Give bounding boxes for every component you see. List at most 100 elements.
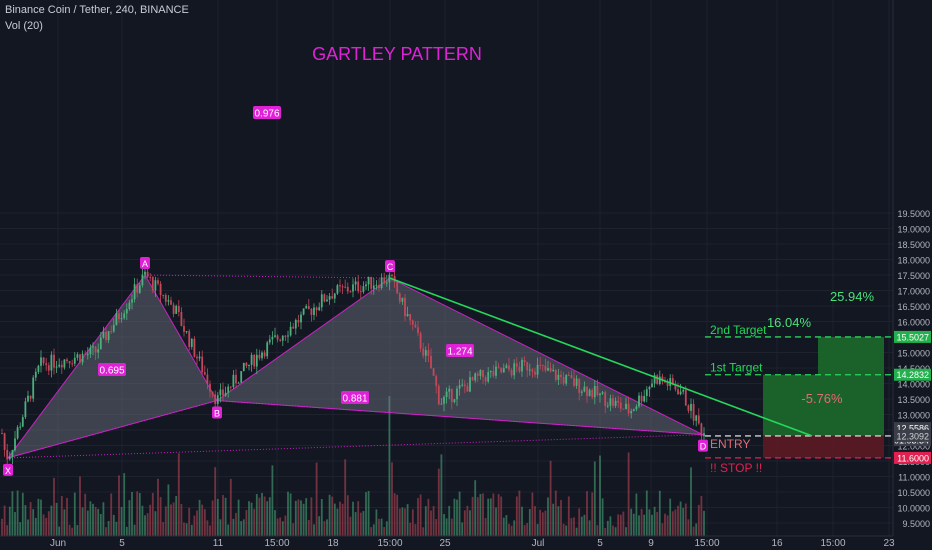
volume-bar — [110, 493, 113, 536]
volume-bar — [489, 498, 492, 536]
grid — [0, 0, 893, 536]
candle-body — [367, 276, 370, 285]
candle-body — [112, 324, 115, 332]
volume-bar — [310, 497, 313, 536]
volume-bar — [375, 509, 378, 536]
candle-body — [45, 363, 48, 366]
candle-body — [599, 393, 601, 396]
candle-body — [518, 366, 521, 372]
volume-bar — [495, 507, 497, 536]
candle-body — [354, 281, 357, 285]
ratio-badge — [253, 106, 281, 119]
candle-body — [81, 353, 84, 363]
candle-body — [318, 307, 321, 311]
volume-bar — [253, 508, 256, 536]
candle-body — [370, 276, 373, 289]
candle-body — [229, 386, 232, 388]
candle-body — [27, 395, 29, 402]
candle-body — [11, 450, 14, 457]
volume-bar — [216, 498, 219, 536]
candle-body — [552, 369, 555, 372]
candle-body — [198, 356, 201, 359]
candle-body — [575, 378, 578, 386]
volume-bar — [341, 503, 344, 536]
candle-body — [50, 354, 53, 371]
volume-bar — [383, 526, 386, 536]
candle-body — [346, 286, 349, 292]
candle-body — [638, 395, 640, 407]
candle-body — [32, 377, 35, 399]
volume-bar — [84, 493, 87, 536]
volume-bar — [76, 525, 79, 536]
candle-body — [60, 364, 63, 368]
volume-bar — [557, 506, 560, 536]
price-tag-1st-target: 14.2832 — [896, 370, 929, 380]
volume-bar — [21, 492, 24, 536]
candle-body — [651, 383, 653, 388]
volume-bar — [313, 524, 315, 536]
volume-bar — [89, 501, 92, 536]
point-label-x: X — [5, 466, 11, 476]
candle-body — [404, 297, 406, 317]
volume-bar — [362, 511, 365, 536]
candle-body — [237, 382, 240, 384]
volume-bar — [385, 521, 388, 536]
volume-bar — [227, 524, 230, 536]
volume-bar — [66, 497, 68, 536]
price-tag-stop-bg — [894, 451, 931, 464]
volume-bar — [339, 501, 341, 536]
volume-bar — [534, 506, 536, 536]
candle-body — [242, 362, 245, 372]
volume-bar — [159, 497, 162, 536]
x-tick-label: Jun — [50, 538, 66, 549]
candle-body — [554, 369, 557, 380]
y-tick-label: 13.5000 — [897, 395, 930, 405]
candle-body — [541, 364, 544, 366]
x-tick-label: 15:00 — [694, 538, 719, 549]
volume-bar — [201, 504, 204, 536]
candle-body — [474, 373, 477, 381]
candle-body — [411, 320, 414, 325]
candle-body — [21, 417, 24, 427]
x-tick-label: 5 — [119, 538, 125, 549]
candle-body — [578, 378, 581, 393]
candle-body — [294, 319, 297, 329]
volume-bar — [177, 453, 180, 536]
candle-body — [476, 373, 479, 376]
volume-bar — [16, 490, 19, 536]
candle-body — [414, 324, 417, 328]
candle-body — [40, 357, 42, 366]
candle-body — [193, 338, 196, 357]
volume-bar — [570, 518, 573, 536]
candle-body — [502, 368, 505, 373]
volume-bar — [482, 493, 484, 536]
volume-bar — [172, 502, 175, 536]
candle-body — [16, 427, 19, 439]
candle-body — [391, 274, 393, 276]
volume-bar — [125, 526, 128, 536]
candle-body — [622, 408, 625, 410]
candle-body — [440, 403, 443, 405]
y-tick-label: 9.5000 — [902, 519, 930, 529]
candle-body — [372, 285, 375, 289]
candle-body — [627, 403, 630, 414]
volume-bar — [640, 508, 643, 536]
volume-bar — [263, 496, 266, 536]
point-label-a: A — [142, 259, 148, 269]
candle-body — [102, 331, 105, 338]
volume-bar — [669, 498, 672, 536]
volume-bar — [591, 492, 594, 536]
volume-bar — [138, 493, 141, 536]
volume-bar — [476, 497, 479, 536]
candle-body — [658, 376, 661, 384]
candle-body — [682, 389, 685, 392]
candle-body — [175, 305, 178, 314]
candle-body — [614, 400, 617, 406]
connector-bd — [216, 400, 704, 436]
candle-body — [297, 319, 300, 323]
candle-body — [466, 386, 469, 392]
candle-body — [380, 277, 383, 288]
candle-body — [687, 405, 690, 411]
volume-bar — [526, 523, 529, 536]
